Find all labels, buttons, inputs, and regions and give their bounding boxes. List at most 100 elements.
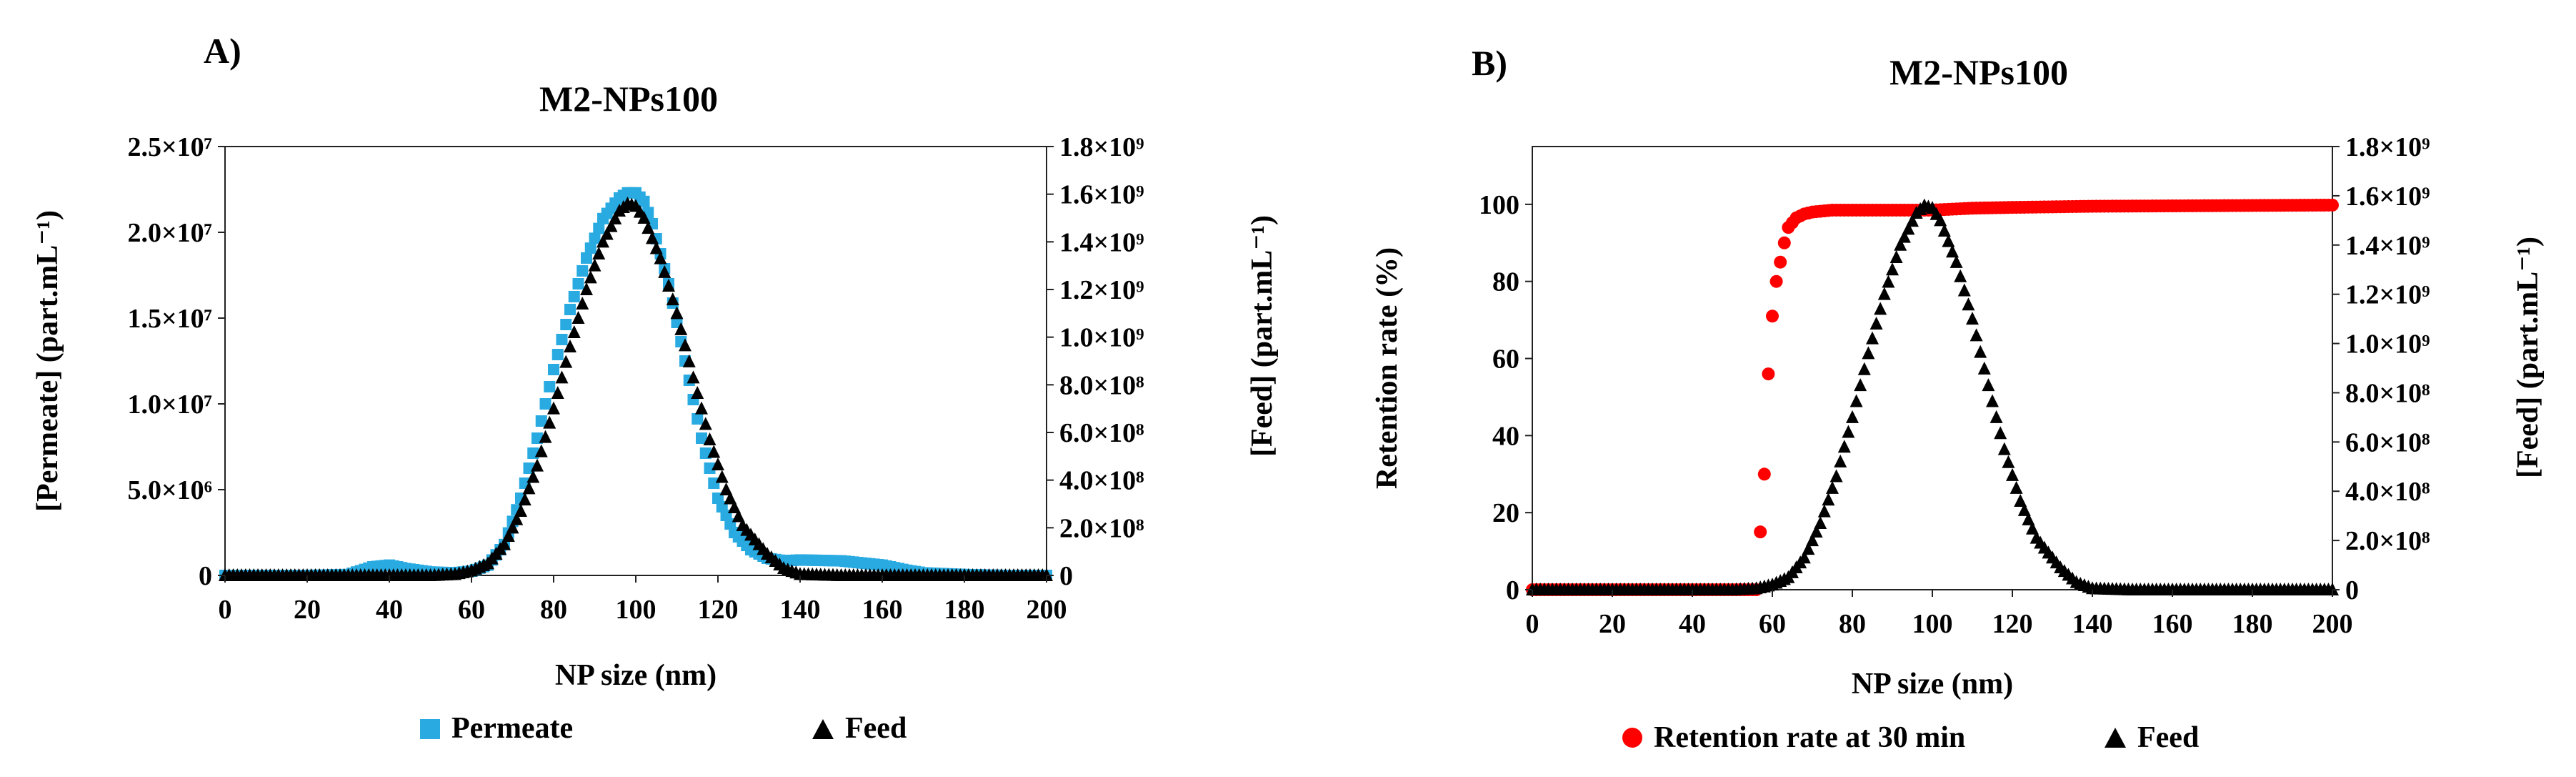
data-point bbox=[1822, 493, 1835, 506]
panel-label-b: B) bbox=[1472, 43, 1507, 83]
data-point bbox=[1950, 254, 1963, 268]
data-point bbox=[576, 265, 589, 277]
data-point bbox=[589, 232, 601, 244]
data-point bbox=[1762, 367, 1775, 381]
data-point bbox=[596, 234, 609, 248]
data-point bbox=[1774, 255, 1787, 269]
data-point bbox=[707, 445, 721, 458]
data-point bbox=[581, 252, 592, 264]
y2-tick-label: 1.2×10⁹ bbox=[1059, 275, 1144, 305]
y-tick-label: 0 bbox=[199, 561, 212, 591]
data-point bbox=[1970, 328, 1983, 342]
data-point bbox=[1817, 504, 1831, 518]
x-tick-label: 20 bbox=[1599, 609, 1626, 639]
data-point bbox=[559, 355, 573, 368]
x-tick-label: 100 bbox=[1912, 609, 1953, 639]
x-tick-label: 100 bbox=[616, 595, 657, 625]
y2-ticks-b: 0 2.0×10⁸ 4.0×10⁸ 6.0×10⁸ 8.0×10⁸ 1.0×10⁹ 1.2×… bbox=[2332, 132, 2430, 605]
data-point bbox=[1897, 229, 1911, 243]
data-point bbox=[1857, 362, 1871, 375]
data-point bbox=[641, 221, 655, 234]
chart-title-a: M2-NPs100 bbox=[539, 79, 718, 119]
data-point bbox=[548, 364, 559, 375]
data-point bbox=[518, 493, 531, 506]
y2-tick-label: 1.6×10⁹ bbox=[1059, 180, 1144, 210]
data-point bbox=[560, 319, 572, 330]
data-point bbox=[1946, 244, 1959, 258]
data-point bbox=[1826, 480, 1839, 494]
data-point bbox=[604, 219, 618, 232]
data-point bbox=[704, 462, 716, 474]
data-point bbox=[1814, 516, 1827, 529]
legend-marker-permeate bbox=[420, 719, 440, 739]
x-tick-label: 140 bbox=[780, 595, 821, 625]
plot-marks-b bbox=[1526, 198, 2339, 596]
data-point bbox=[1869, 317, 1883, 330]
data-point bbox=[646, 231, 659, 244]
data-point bbox=[501, 529, 515, 542]
y-tick-label: 2.5×10⁷ bbox=[127, 132, 212, 162]
y-tick-label: 60 bbox=[1492, 345, 1519, 375]
y2-tick-label: 1.6×10⁹ bbox=[2345, 182, 2430, 212]
data-point bbox=[2026, 521, 2039, 535]
x-tick-label: 160 bbox=[2152, 609, 2193, 639]
data-point bbox=[1986, 394, 1999, 407]
data-point bbox=[592, 247, 606, 259]
data-point bbox=[1854, 378, 1867, 392]
legend-label-feed-a: Feed bbox=[845, 712, 907, 745]
data-point bbox=[567, 325, 581, 338]
data-point bbox=[696, 432, 707, 444]
y2-tick-label: 8.0×10⁸ bbox=[1059, 370, 1144, 400]
y2-axis-label-a: [Feed] (part.mL⁻¹) bbox=[1246, 215, 1279, 457]
series-triangle-1 bbox=[219, 197, 1053, 581]
y2-tick-label: 0 bbox=[1059, 561, 1073, 591]
data-point bbox=[535, 415, 547, 427]
data-point bbox=[732, 509, 745, 523]
data-point bbox=[1766, 310, 1779, 323]
x-tick-label: 200 bbox=[2312, 609, 2353, 639]
legend-marker-feed-b bbox=[2105, 728, 2126, 748]
data-point bbox=[498, 537, 511, 550]
series-triangle-1 bbox=[1526, 198, 2339, 595]
data-point bbox=[715, 470, 729, 483]
data-point bbox=[1994, 426, 2007, 440]
data-point bbox=[728, 500, 741, 513]
data-point bbox=[1877, 287, 1891, 300]
data-point bbox=[703, 432, 717, 445]
data-point bbox=[2010, 480, 2023, 494]
data-point bbox=[1829, 469, 1843, 482]
data-point bbox=[1974, 345, 1987, 358]
legend-label-permeate: Permeate bbox=[451, 712, 573, 745]
x-tick-label: 0 bbox=[1526, 609, 1539, 639]
data-point bbox=[699, 417, 712, 430]
data-point bbox=[1906, 214, 1919, 227]
data-point bbox=[1834, 454, 1847, 467]
data-point bbox=[526, 470, 540, 483]
y-tick-label: 2.0×10⁷ bbox=[127, 218, 212, 248]
y-tick-label: 40 bbox=[1492, 421, 1519, 451]
data-point bbox=[724, 491, 737, 505]
data-point bbox=[555, 370, 569, 384]
data-point bbox=[506, 520, 519, 534]
x-tick-label: 40 bbox=[1679, 609, 1706, 639]
y2-tick-label: 6.0×10⁸ bbox=[2345, 427, 2430, 457]
y2-ticks-a: 0 2.0×10⁸ 4.0×10⁸ 6.0×10⁸ 8.0×10⁸ 1.0×10⁹ 1.2×… bbox=[1047, 132, 1144, 591]
y2-tick-label: 8.0×10⁸ bbox=[2345, 378, 2430, 408]
y2-tick-label: 4.0×10⁸ bbox=[1059, 466, 1144, 496]
x-tick-label: 180 bbox=[944, 595, 985, 625]
data-point bbox=[2326, 198, 2339, 212]
data-point bbox=[539, 398, 551, 410]
y-tick-label: 0 bbox=[1506, 575, 1519, 605]
data-point bbox=[1990, 410, 2003, 423]
y-tick-label: 5.0×10⁶ bbox=[127, 475, 212, 505]
y-axis-label-a: [Permeate] (part.mL⁻¹) bbox=[31, 210, 64, 512]
chart-panel-b: B) M2-NPs100 0 20 40 60 80 100 120 140 160 180 200… bbox=[1371, 43, 2545, 754]
data-point bbox=[1797, 550, 1811, 564]
x-tick-label: 120 bbox=[1992, 609, 2033, 639]
x-tick-label: 60 bbox=[1759, 609, 1786, 639]
data-point bbox=[1862, 346, 1875, 360]
data-point bbox=[1966, 312, 1979, 325]
data-point bbox=[584, 242, 596, 254]
data-point bbox=[1882, 274, 1895, 288]
